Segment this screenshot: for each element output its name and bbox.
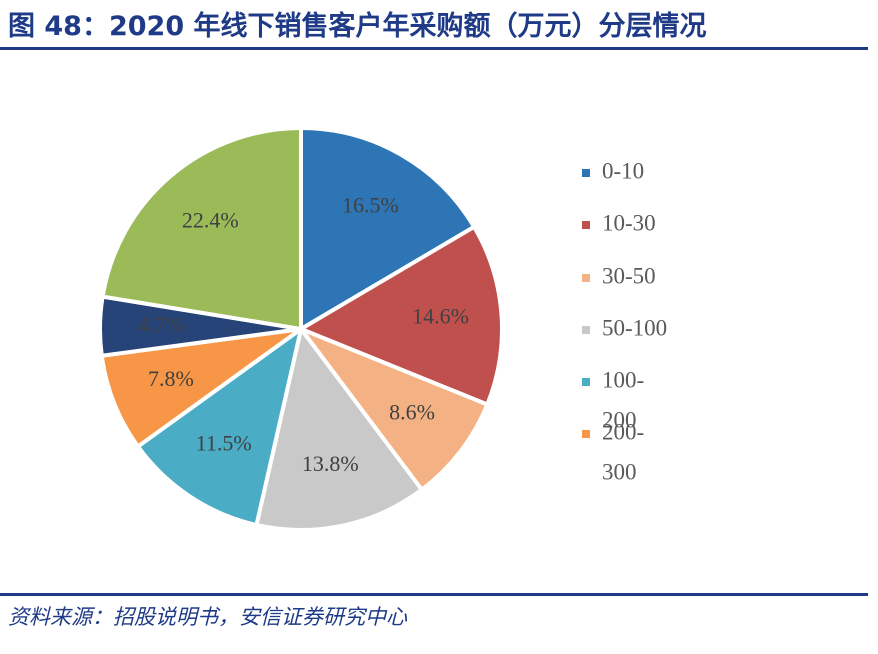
legend-label-4-0: 100- xyxy=(602,367,644,392)
source-note: 资料来源：招股说明书，安信证券研究中心 xyxy=(8,605,407,629)
legend-label-5-0: 200- xyxy=(602,419,644,444)
chart-title: 图 48：2020 年线下销售客户年采购额（万元）分层情况 xyxy=(8,11,707,42)
pie-slice-4 xyxy=(135,327,303,528)
source-divider xyxy=(0,593,868,596)
slice-label-6: 4.7% xyxy=(138,312,184,337)
slice-label-4: 11.5% xyxy=(196,431,252,456)
slice-label-7: 22.4% xyxy=(182,207,239,232)
legend-swatch-1 xyxy=(582,221,590,229)
pie-slice-3 xyxy=(254,327,424,532)
legend-swatch-2 xyxy=(582,274,590,282)
slice-label-0: 16.5% xyxy=(342,192,399,217)
pie-slice-0 xyxy=(299,126,477,331)
legend-swatch-3 xyxy=(582,326,590,334)
legend-label-4-1: 200 xyxy=(602,407,637,432)
title-divider xyxy=(0,47,868,50)
legend-swatch-5 xyxy=(582,430,590,438)
slice-label-1: 14.6% xyxy=(412,304,469,329)
pie-slice-7 xyxy=(100,126,303,331)
legend-label-1-0: 10-30 xyxy=(602,210,656,235)
slice-label-2: 8.6% xyxy=(389,399,435,424)
legend-swatch-0 xyxy=(582,169,590,177)
legend-label-2-0: 30-50 xyxy=(602,263,656,288)
legend-swatch-4 xyxy=(582,378,590,386)
legend-label-5-1: 300 xyxy=(602,459,637,484)
pie-slice-2 xyxy=(299,327,490,492)
legend-label-3-0: 50-100 xyxy=(602,315,667,340)
legend-label-0-0: 0-10 xyxy=(602,158,644,183)
pie-slice-1 xyxy=(299,224,504,407)
slice-label-3: 13.8% xyxy=(302,451,359,476)
slice-label-5: 7.8% xyxy=(148,366,194,391)
